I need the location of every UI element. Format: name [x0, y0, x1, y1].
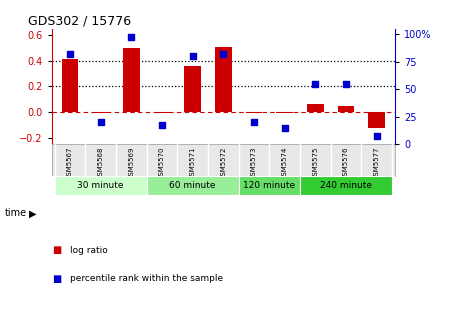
- Bar: [368, 112, 385, 128]
- Text: ▶: ▶: [29, 208, 37, 218]
- Text: 240 minute: 240 minute: [320, 181, 372, 190]
- Bar: [147, 176, 239, 195]
- Bar: [55, 176, 147, 195]
- Point: [97, 120, 104, 125]
- Point: [66, 51, 74, 56]
- Bar: [338, 106, 354, 112]
- Text: GSM5568: GSM5568: [98, 147, 104, 180]
- Text: ■: ■: [52, 245, 61, 255]
- Bar: [154, 112, 171, 114]
- Bar: [123, 48, 140, 112]
- Bar: [184, 66, 201, 112]
- Bar: [307, 104, 324, 112]
- Point: [251, 120, 258, 125]
- Bar: [215, 47, 232, 112]
- Text: GSM5577: GSM5577: [374, 147, 380, 180]
- Text: GSM5571: GSM5571: [190, 147, 196, 180]
- Text: GSM5573: GSM5573: [251, 147, 257, 180]
- Text: GDS302 / 15776: GDS302 / 15776: [27, 14, 131, 28]
- Bar: [276, 112, 293, 114]
- Text: 30 minute: 30 minute: [78, 181, 124, 190]
- Text: percentile rank within the sample: percentile rank within the sample: [70, 275, 223, 283]
- Bar: [300, 176, 392, 195]
- Text: log ratio: log ratio: [70, 246, 107, 255]
- Text: GSM5572: GSM5572: [220, 147, 226, 180]
- Bar: [92, 112, 109, 114]
- Text: 60 minute: 60 minute: [169, 181, 216, 190]
- Bar: [239, 176, 300, 195]
- Point: [281, 125, 288, 130]
- Point: [373, 133, 380, 138]
- Point: [343, 81, 350, 86]
- Text: GSM5567: GSM5567: [67, 147, 73, 180]
- Text: GSM5570: GSM5570: [159, 147, 165, 180]
- Point: [189, 53, 196, 59]
- Point: [128, 35, 135, 40]
- Point: [158, 122, 166, 127]
- Text: ■: ■: [52, 274, 61, 284]
- Text: time: time: [4, 208, 26, 218]
- Bar: [246, 112, 263, 114]
- Text: 120 minute: 120 minute: [243, 181, 295, 190]
- Bar: [62, 59, 79, 112]
- Point: [220, 51, 227, 56]
- Text: GSM5576: GSM5576: [343, 147, 349, 180]
- Point: [312, 81, 319, 86]
- Text: GSM5569: GSM5569: [128, 147, 134, 180]
- Text: GSM5574: GSM5574: [282, 147, 288, 180]
- Text: GSM5575: GSM5575: [313, 147, 318, 180]
